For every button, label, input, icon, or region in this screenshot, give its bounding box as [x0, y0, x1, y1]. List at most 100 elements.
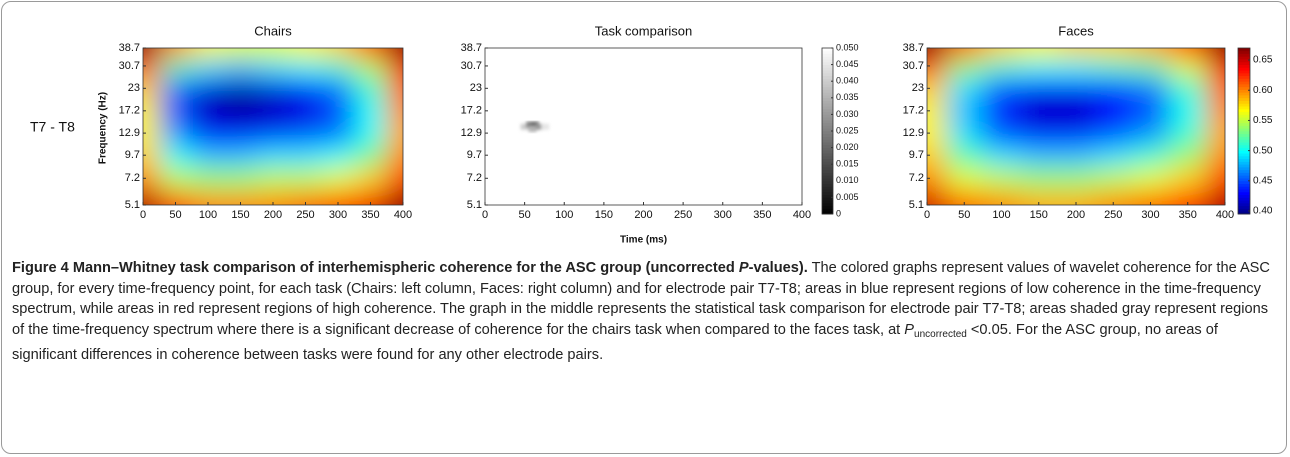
- heatmap-cell: [386, 121, 403, 145]
- heatmap-cell: [1169, 77, 1207, 101]
- heatmap-cell: [982, 56, 1021, 78]
- heatmap: [927, 48, 1225, 205]
- x-tick-label: 300: [714, 209, 732, 221]
- colorbar-tick-label: 0.045: [836, 59, 859, 69]
- y-tick-label: 17.2: [461, 105, 482, 117]
- heatmap-cell: [159, 144, 193, 168]
- colorbar-tick-label: 0.50: [1253, 145, 1273, 156]
- colorbar-segment: [822, 191, 833, 196]
- heatmap-cell: [289, 191, 323, 205]
- heatmap-cell: [386, 166, 403, 193]
- heatmap-cell: [159, 191, 193, 205]
- heatmap-cell: [1169, 56, 1207, 78]
- colorbar-segment: [1238, 178, 1250, 182]
- colorbar-segment: [822, 56, 833, 60]
- heatmap-cell: [1020, 77, 1058, 101]
- heatmap-cell: [191, 48, 225, 58]
- colorbar-segment: [1238, 100, 1250, 104]
- x-tick-label: 50: [958, 209, 970, 221]
- colorbar-segment: [1238, 153, 1250, 157]
- x-tick-label: 50: [169, 209, 181, 221]
- x-tick-label: 200: [1067, 209, 1085, 221]
- heatmap-cell: [1020, 121, 1058, 145]
- colorbar-segment: [822, 153, 833, 157]
- heatmap-cell: [927, 144, 947, 168]
- heatmap-cell: [224, 166, 258, 193]
- colorbar-segment: [1238, 103, 1250, 107]
- x-axis-label: Time (ms): [620, 235, 667, 246]
- colorbar-segment: [822, 114, 833, 118]
- x-tick-label: 350: [753, 209, 771, 221]
- colorbar-segment: [822, 155, 833, 160]
- colorbar-segment: [1238, 208, 1250, 212]
- y-tick-label: 12.9: [903, 127, 924, 139]
- colorbar-segment: [1238, 53, 1250, 57]
- colorbar-segment: [1238, 144, 1250, 148]
- colorbar-segment: [1238, 175, 1250, 179]
- heatmap-cell: [191, 121, 225, 145]
- heatmap-cell: [1206, 77, 1225, 101]
- colorbar-segment: [1238, 147, 1250, 151]
- x-tick-label: 50: [519, 209, 531, 221]
- heatmap-cell: [945, 121, 984, 145]
- colorbar-segment: [1238, 56, 1250, 60]
- heatmap-cell: [1206, 48, 1225, 58]
- heatmap-cell: [982, 166, 1021, 193]
- colorbar-segment: [1238, 166, 1250, 171]
- heatmap-cell: [1131, 121, 1170, 145]
- colorbar-segment: [1238, 202, 1250, 207]
- heatmap-cell: [386, 144, 403, 168]
- heatmap-cell: [1206, 166, 1225, 193]
- colorbar-segment: [822, 133, 833, 137]
- heatmap-cell: [224, 48, 258, 58]
- colorbar-segment: [822, 61, 833, 65]
- heatmap-cell: [1094, 77, 1133, 101]
- heatmap-cell: [191, 166, 225, 193]
- significant-cell: [520, 123, 529, 130]
- colorbar-segment: [822, 89, 833, 93]
- colorbar-segment: [1238, 75, 1250, 79]
- colorbar-segment: [1238, 161, 1250, 165]
- heatmap-cell: [927, 121, 947, 145]
- colorbar-tick-label: 0.040: [836, 76, 859, 86]
- y-tick-label: 9.7: [125, 149, 140, 161]
- heatmap-cell: [191, 77, 225, 101]
- heatmap-cell: [321, 48, 355, 58]
- significant-cell: [530, 121, 539, 128]
- heatmap-cell: [224, 144, 258, 168]
- heatmap-cell: [1057, 191, 1096, 205]
- colorbar-segment: [1238, 67, 1250, 71]
- colorbar-segment: [1238, 125, 1250, 129]
- colorbar-segment: [1238, 108, 1250, 113]
- x-tick-label: 400: [394, 209, 412, 221]
- colorbar-segment: [822, 83, 833, 88]
- y-tick-label: 30.7: [461, 60, 482, 72]
- heatmap-cell: [927, 56, 947, 78]
- colorbar-segment: [822, 97, 833, 101]
- heatmap-cell: [321, 99, 355, 123]
- heatmap-cell: [224, 191, 258, 205]
- panel-title: Task comparison: [595, 23, 693, 38]
- x-tick-label: 400: [1216, 209, 1234, 221]
- colorbar-segment: [822, 144, 833, 148]
- colorbar-segment: [822, 202, 833, 207]
- colorbar-segment: [822, 70, 833, 74]
- colorbar-tick-label: 0.40: [1253, 206, 1273, 217]
- colorbar-segment: [822, 147, 833, 151]
- colorbar-segment: [1238, 81, 1250, 85]
- colorbar-segment: [822, 211, 833, 215]
- colorbar-segment: [1238, 61, 1250, 65]
- x-tick-label: 250: [296, 209, 314, 221]
- heatmap-cell: [143, 77, 160, 101]
- heatmap-cell: [289, 166, 323, 193]
- x-tick-label: 150: [231, 209, 249, 221]
- colorbar-segment: [1238, 164, 1250, 168]
- heatmap-cell: [256, 144, 290, 168]
- y-tick-label: 38.7: [119, 42, 140, 54]
- heatmap-cell: [386, 56, 403, 78]
- heatmap-cell: [321, 166, 355, 193]
- y-tick-label: 30.7: [903, 60, 924, 72]
- heatmap-cell: [1131, 191, 1170, 205]
- colorbar-segment: [822, 197, 833, 201]
- heatmap-cell: [1131, 48, 1170, 58]
